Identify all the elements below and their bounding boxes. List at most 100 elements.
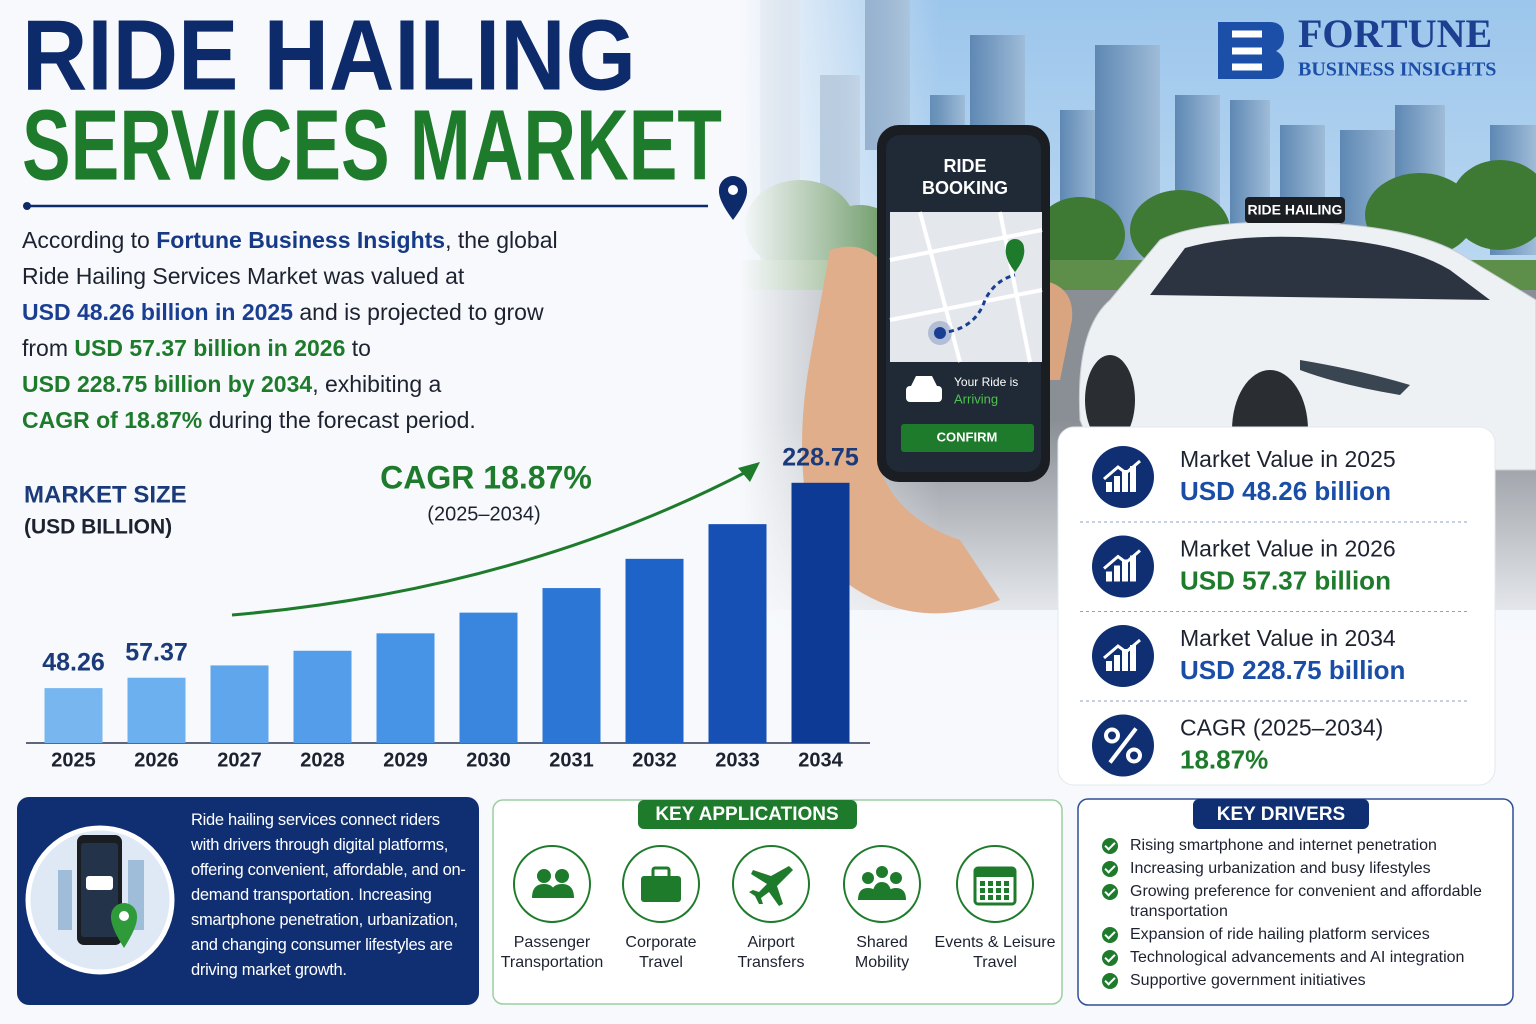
stat-label: Market Value in 2034 <box>1180 625 1396 651</box>
stat-icon-bar <box>1106 661 1112 671</box>
icon <box>980 888 985 893</box>
intro-line: USD 228.75 billion by 2034, exhibiting a <box>22 366 558 402</box>
intro-line: Ride Hailing Services Market was valued … <box>22 258 558 294</box>
chart-subtitle: (USD BILLION) <box>24 516 172 539</box>
driver-text: Technological advancements and AI integr… <box>1130 949 1465 966</box>
application-label: Travel <box>639 954 683 971</box>
application-label: Shared <box>856 934 908 951</box>
applications-title: KEY APPLICATIONS <box>655 804 838 825</box>
icon <box>532 884 574 898</box>
stat-value: USD 57.37 billion <box>1180 565 1391 595</box>
stat-label: CAGR (2025–2034) <box>1180 715 1383 741</box>
car-sign <box>1245 197 1345 223</box>
confirm-label: CONFIRM <box>937 429 998 444</box>
logo-name: FORTUNE <box>1298 11 1492 56</box>
stat-icon-bar <box>1130 645 1136 671</box>
check-icon <box>1102 950 1118 966</box>
bar <box>459 612 518 743</box>
bar <box>376 633 435 743</box>
check-icon <box>1102 927 1118 943</box>
x-tick-label: 2030 <box>466 749 511 771</box>
application-label: Transportation <box>501 954 604 971</box>
intro-run: , exhibiting a <box>312 371 442 397</box>
application-label: Passenger <box>514 934 591 951</box>
x-tick-label: 2026 <box>134 749 179 771</box>
driver-text: Rising smartphone and internet penetrati… <box>1130 837 1437 854</box>
icon <box>980 881 985 886</box>
application-label: Mobility <box>855 954 909 971</box>
icon <box>537 869 551 883</box>
phone-header: RIDE <box>943 156 986 176</box>
value-label: 48.26 <box>42 649 105 677</box>
description-illustration <box>25 825 175 975</box>
icon <box>641 876 681 902</box>
icon <box>555 869 569 883</box>
driver-text: Increasing urbanization and busy lifesty… <box>1130 860 1431 877</box>
intro-text: According to Fortune Business Insights, … <box>22 222 558 438</box>
logo-tagline: BUSINESS INSIGHTS <box>1298 59 1496 81</box>
x-tick-label: 2033 <box>715 749 760 771</box>
title: RIDE HAILING <box>22 0 636 111</box>
stat-icon-bar <box>1114 476 1120 492</box>
icon <box>975 868 1015 877</box>
icon <box>886 888 906 900</box>
intro-run: , the global <box>445 227 558 253</box>
value-label: 228.75 <box>782 443 859 471</box>
icon <box>890 872 902 884</box>
application-label: Corporate <box>625 934 696 951</box>
icon <box>651 866 671 880</box>
bar <box>127 677 186 743</box>
intro-run: USD 57.37 billion in 2026 <box>74 335 346 361</box>
intro-run: from <box>22 335 75 361</box>
stat-icon-dot <box>1104 727 1120 744</box>
intro-run: during the forecast period. <box>202 407 476 433</box>
stat-icon-bar <box>1114 565 1120 582</box>
x-tick-label: 2027 <box>217 749 262 771</box>
check-icon <box>1102 884 1118 900</box>
stat-icon-bar <box>1106 482 1112 492</box>
intro-line: CAGR of 18.87% during the forecast perio… <box>22 402 558 438</box>
stat-icon-bar <box>1130 555 1136 582</box>
title-rule <box>23 176 748 220</box>
stat-icon-slash <box>1108 727 1138 764</box>
stat-icon-dot <box>1126 747 1142 764</box>
intro-run: According to <box>22 227 157 253</box>
driver-item: Technological advancements and AI integr… <box>1100 948 1500 968</box>
phone-header: BOOKING <box>922 178 1008 198</box>
stat-icon-arrow <box>1103 459 1141 481</box>
icon <box>996 881 1001 886</box>
application-label: Transfers <box>738 954 805 971</box>
stat-icon-bar <box>1122 470 1128 492</box>
x-tick-label: 2028 <box>300 749 345 771</box>
intro-run: CAGR of 18.87% <box>22 407 203 433</box>
drivers-title-bg <box>1193 799 1369 829</box>
stat-icon-bar <box>1122 559 1128 582</box>
driver-item: Increasing urbanization and busy lifesty… <box>1100 859 1500 879</box>
driver-item: Rising smartphone and internet penetrati… <box>1100 836 1500 856</box>
phone-status: Your Ride is <box>954 375 1018 389</box>
icon <box>996 895 1001 900</box>
icon <box>1004 881 1009 886</box>
stat-icon-bar <box>1122 649 1128 671</box>
intro-run: and is projected to grow <box>293 299 544 325</box>
stat-icon-bar <box>1106 571 1112 582</box>
car-sign-text: RIDE HAILING <box>1248 202 1343 218</box>
icon <box>980 895 985 900</box>
stat-icon-arrow <box>1103 549 1141 570</box>
check-icon <box>1102 973 1118 989</box>
check-icon <box>1102 838 1118 854</box>
icon <box>988 881 993 886</box>
application-label: Airport <box>747 934 795 951</box>
title: SERVICES MARKET <box>22 89 722 201</box>
stat-value: 18.87% <box>1180 744 1268 774</box>
driver-text: Supportive government initiatives <box>1130 972 1366 989</box>
bar <box>625 558 684 743</box>
stat-icon-arrow <box>1103 638 1141 660</box>
driver-item: Growing preference for convenient and af… <box>1100 882 1500 922</box>
intro-line: According to Fortune Business Insights, … <box>22 222 558 258</box>
cagr-annotation: CAGR 18.87% <box>380 459 592 495</box>
application-icon-ring <box>513 845 591 923</box>
x-tick-label: 2034 <box>798 749 843 771</box>
value-label: 57.37 <box>125 638 188 666</box>
application-icon-ring <box>956 845 1034 923</box>
